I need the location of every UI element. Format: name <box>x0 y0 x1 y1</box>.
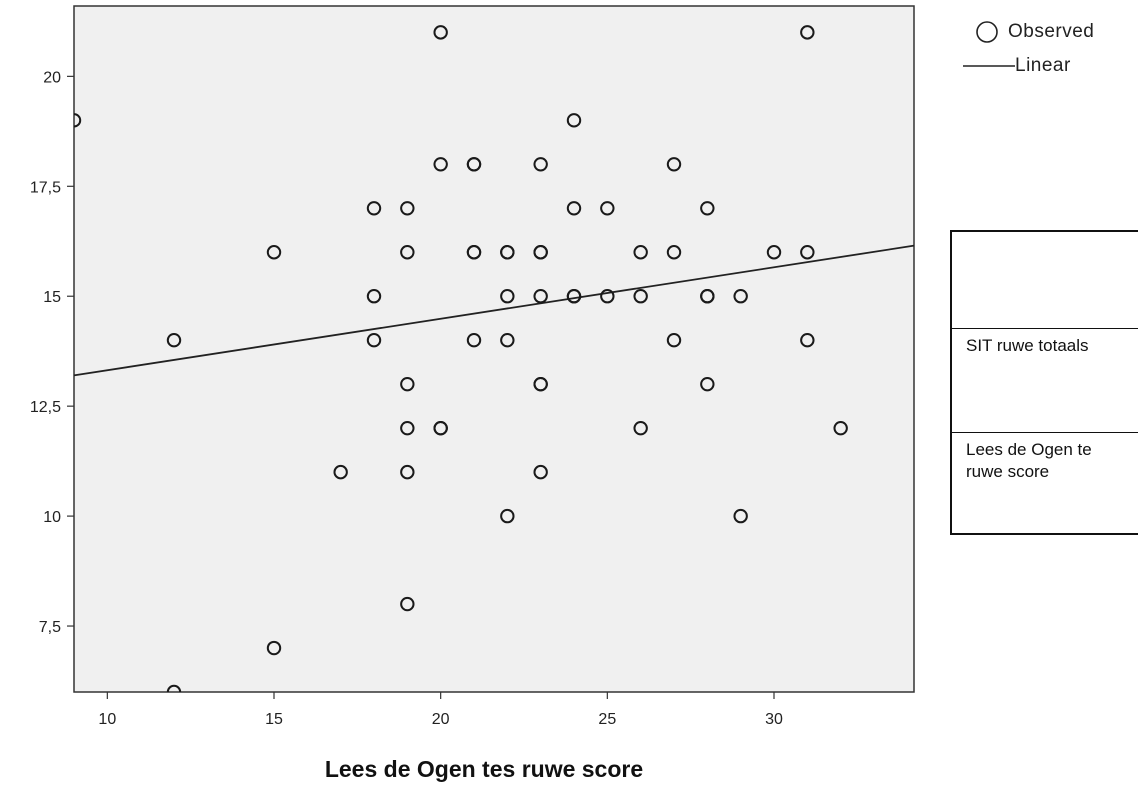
plot-area <box>73 5 915 693</box>
data-point <box>800 25 815 40</box>
open-circle-icon <box>976 21 998 43</box>
data-point <box>366 201 382 216</box>
legend-label-observed: Observed <box>1008 21 1095 42</box>
data-points <box>74 25 848 692</box>
y-axis: 7,5 10 12,5 15 17,5 20 <box>30 69 74 636</box>
y-tick-label: 12,5 <box>30 399 61 416</box>
legend-label-linear: Linear <box>1015 55 1071 76</box>
table-row-label: SIT ruwe totaals <box>966 336 1089 355</box>
data-point <box>433 157 448 172</box>
correlation-table: SIT ruwe totaals Lees de Ogen te ruwe sc… <box>950 230 1138 535</box>
data-point <box>600 201 615 216</box>
x-axis-title: Lees de Ogen tes ruwe score <box>325 756 643 782</box>
data-point <box>633 245 648 260</box>
y-tick-label: 17,5 <box>30 179 61 196</box>
data-point <box>700 201 715 216</box>
data-point <box>600 289 615 304</box>
table-row-label: Lees de Ogen te ruwe score <box>966 440 1092 481</box>
data-point <box>500 245 515 260</box>
data-point <box>400 201 415 216</box>
data-point <box>533 376 548 392</box>
x-tick-label: 20 <box>432 711 450 728</box>
data-point <box>266 640 282 656</box>
data-point <box>166 684 182 692</box>
data-point <box>700 376 715 392</box>
table-row: Lees de Ogen te ruwe score <box>952 432 1138 533</box>
data-point <box>466 333 482 348</box>
linear-fit-line <box>73 244 915 377</box>
data-point <box>466 157 482 172</box>
data-point <box>566 201 582 216</box>
data-point <box>433 25 448 40</box>
y-tick-label: 20 <box>43 69 61 86</box>
data-point <box>166 333 182 348</box>
data-point <box>700 289 715 304</box>
line-icon <box>963 65 1015 67</box>
data-point <box>633 289 648 304</box>
data-point <box>533 245 548 260</box>
legend-item-observed: Observed <box>968 20 1094 44</box>
data-point <box>633 420 648 436</box>
data-point <box>733 508 748 524</box>
data-point <box>666 333 682 348</box>
x-tick-label: 25 <box>598 711 616 728</box>
data-point <box>666 245 682 260</box>
data-point <box>466 245 482 260</box>
data-point <box>500 508 515 524</box>
data-point <box>800 245 815 260</box>
y-tick-label: 15 <box>43 289 61 306</box>
data-point <box>533 157 548 172</box>
data-point <box>366 289 382 304</box>
data-point <box>400 420 415 436</box>
table-row: SIT ruwe totaals <box>952 328 1138 432</box>
data-point <box>400 596 415 612</box>
data-point <box>533 289 548 304</box>
data-point <box>733 289 748 304</box>
data-point <box>500 289 515 304</box>
x-tick-label: 30 <box>765 711 783 728</box>
table-header-row <box>952 232 1138 328</box>
data-point <box>533 464 548 480</box>
y-tick-label: 7,5 <box>39 619 61 636</box>
data-point <box>74 113 82 128</box>
data-point <box>500 333 515 348</box>
data-point <box>400 376 415 392</box>
data-point <box>766 245 782 260</box>
x-tick-label: 10 <box>98 711 116 728</box>
data-point <box>400 245 415 260</box>
data-point <box>800 333 815 348</box>
y-tick-label: 10 <box>43 509 61 526</box>
x-tick-label: 15 <box>265 711 283 728</box>
data-point <box>400 464 415 480</box>
data-point <box>366 333 382 348</box>
data-point <box>433 420 448 436</box>
x-axis: 10 15 20 25 30 <box>98 692 783 728</box>
data-point <box>833 420 848 436</box>
data-point <box>333 464 348 480</box>
legend-item-linear: Linear <box>963 54 1071 78</box>
data-point <box>266 245 282 260</box>
legend: Observed Linear <box>963 18 1138 88</box>
data-point <box>566 113 582 128</box>
data-point <box>666 157 682 172</box>
data-point <box>566 289 582 304</box>
